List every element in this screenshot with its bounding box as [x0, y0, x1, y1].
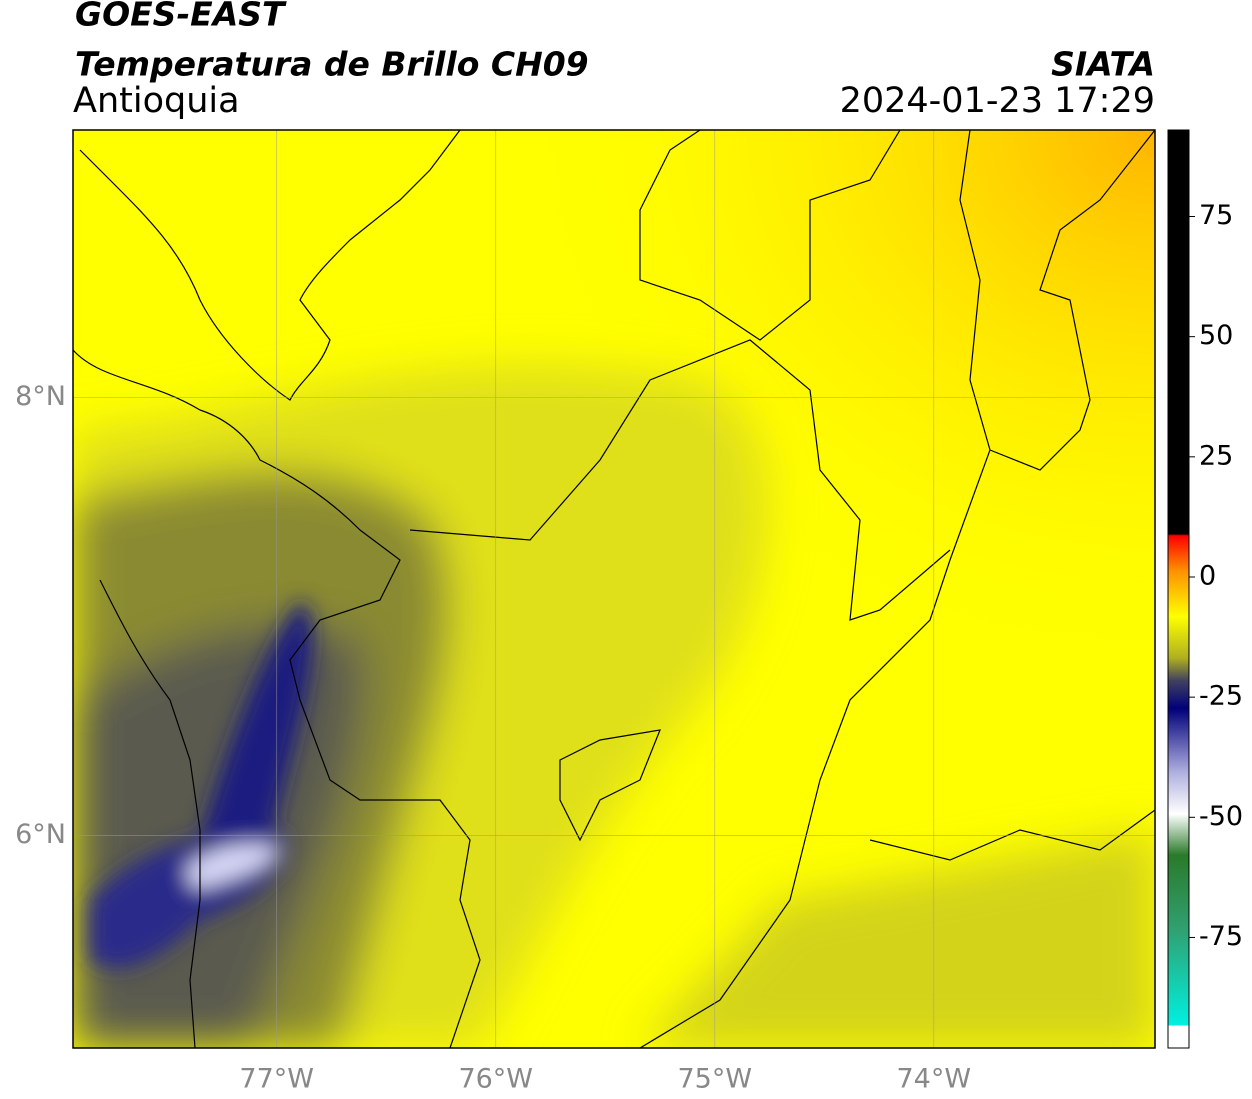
map-image [73, 130, 1155, 1048]
colorbar-tick-label: 75 [1199, 200, 1233, 231]
colorbar-tick-label: -50 [1199, 801, 1243, 832]
y-tick-label: 6°N [15, 819, 66, 850]
region: Antioquia [73, 81, 240, 121]
colorbar-tick-label: 25 [1199, 440, 1233, 471]
x-tick-label: 74°W [897, 1064, 972, 1095]
subtitle: Temperatura de Brillo CH09 [75, 45, 589, 84]
colorbar-tick-label: 50 [1199, 320, 1233, 351]
y-tick-label: 8°N [15, 381, 66, 412]
source: SIATA [1051, 45, 1155, 84]
map-frame [72, 129, 1156, 1049]
x-tick-label: 76°W [458, 1064, 533, 1095]
x-tick-label: 77°W [239, 1064, 314, 1095]
colorbar-tick-label: 0 [1199, 560, 1216, 591]
title: GOES-EAST [75, 0, 287, 34]
colorbar-tick-label: -25 [1199, 681, 1243, 712]
colorbar [1167, 129, 1190, 1049]
colorbar-tick-label: -75 [1199, 921, 1243, 952]
x-tick-label: 75°W [677, 1064, 752, 1095]
datetime: 2024-01-23 17:29 [840, 81, 1155, 121]
